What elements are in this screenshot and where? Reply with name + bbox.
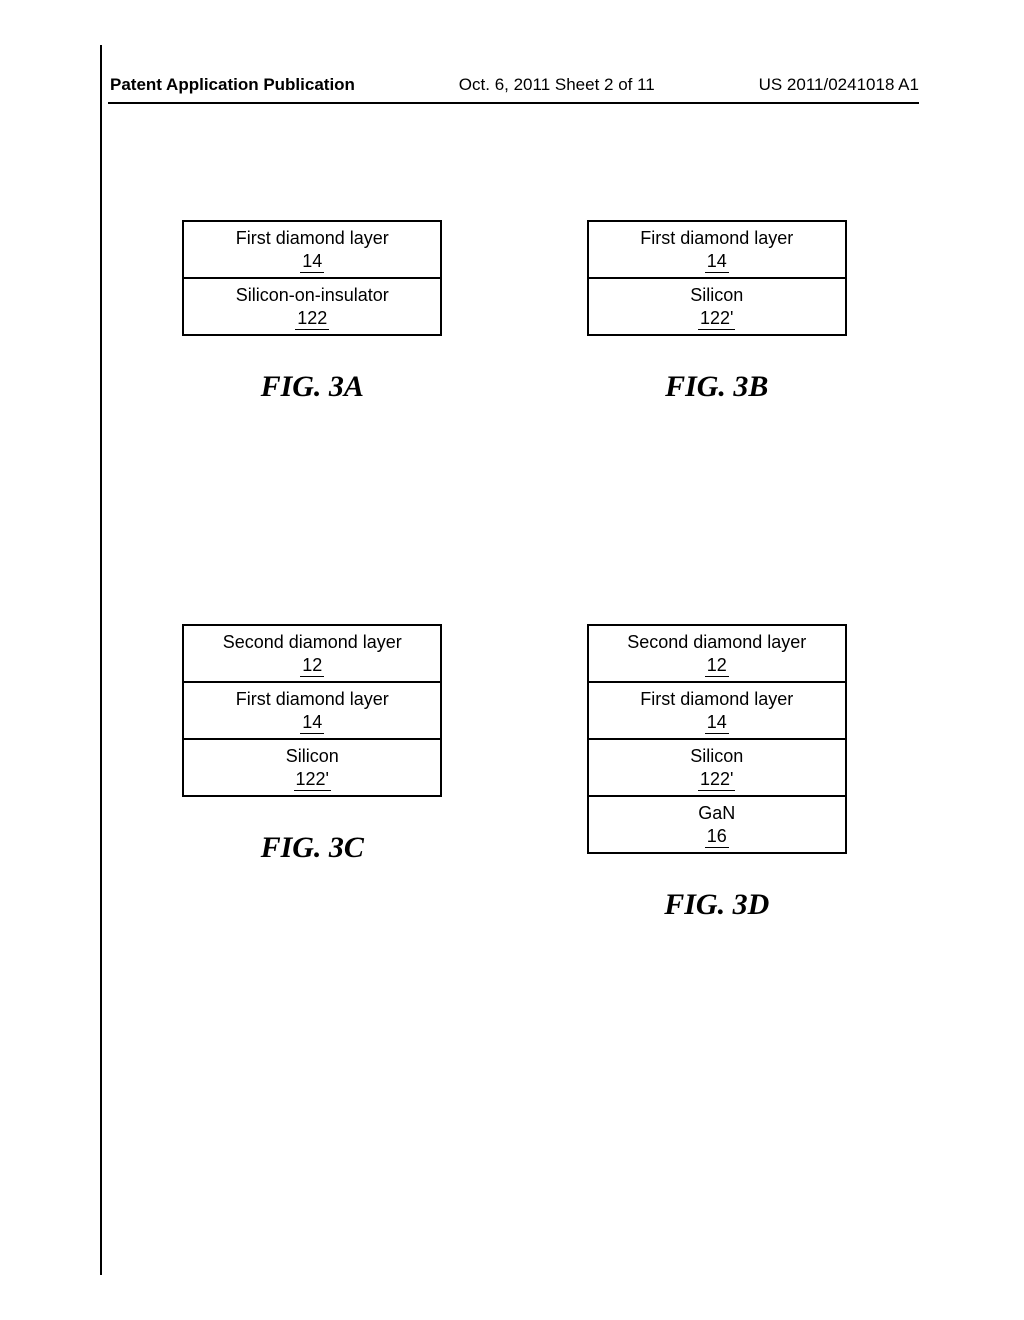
layer-label: GaN: [698, 803, 735, 823]
layer-ref: 12: [705, 654, 729, 678]
layer-ref: 122': [698, 768, 735, 792]
figure-3c: Second diamond layer 12 First diamond la…: [182, 624, 442, 865]
layer-ref: 122: [295, 307, 329, 331]
fig3d-layer-0: Second diamond layer 12: [589, 626, 845, 683]
fig3b-layer-0: First diamond layer 14: [589, 222, 845, 279]
layer-label: Silicon: [286, 746, 339, 766]
fig3d-layer-2: Silicon 122': [589, 740, 845, 797]
layer-label: Second diamond layer: [627, 632, 806, 652]
header-divider: [108, 102, 919, 104]
figure-3d: Second diamond layer 12 First diamond la…: [587, 624, 847, 922]
fig3c-layer-0: Second diamond layer 12: [184, 626, 440, 683]
layer-label: First diamond layer: [640, 689, 793, 709]
layer-ref: 12: [300, 654, 324, 678]
layer-label: First diamond layer: [640, 228, 793, 248]
fig3d-layer-3: GaN 16: [589, 797, 845, 852]
fig3a-caption: FIG. 3A: [261, 370, 364, 404]
figure-row-2: Second diamond layer 12 First diamond la…: [110, 624, 919, 922]
header-left: Patent Application Publication: [110, 75, 355, 95]
layer-label: Second diamond layer: [223, 632, 402, 652]
layer-ref: 16: [705, 825, 729, 849]
fig3b-caption: FIG. 3B: [665, 370, 768, 404]
layer-label: Silicon-on-insulator: [236, 285, 389, 305]
header-mid: Oct. 6, 2011 Sheet 2 of 11: [459, 75, 655, 95]
fig3c-layer-1: First diamond layer 14: [184, 683, 440, 740]
layer-ref: 14: [705, 711, 729, 735]
layer-ref: 14: [300, 711, 324, 735]
fig3a-layer-1: Silicon-on-insulator 122: [184, 279, 440, 334]
fig3d-caption: FIG. 3D: [664, 888, 769, 922]
page-left-border: [100, 45, 108, 1275]
header-right: US 2011/0241018 A1: [759, 75, 919, 95]
layer-label: First diamond layer: [236, 689, 389, 709]
fig3d-layer-stack: Second diamond layer 12 First diamond la…: [587, 624, 847, 854]
page-header: Patent Application Publication Oct. 6, 2…: [110, 75, 919, 95]
fig3a-layer-0: First diamond layer 14: [184, 222, 440, 279]
layer-ref: 122': [698, 307, 735, 331]
layer-ref: 14: [705, 250, 729, 274]
layer-ref: 14: [300, 250, 324, 274]
fig3c-layer-stack: Second diamond layer 12 First diamond la…: [182, 624, 442, 797]
figure-row-1: First diamond layer 14 Silicon-on-insula…: [110, 220, 919, 404]
layer-label: Silicon: [690, 746, 743, 766]
fig3c-layer-2: Silicon 122': [184, 740, 440, 795]
fig3b-layer-stack: First diamond layer 14 Silicon 122': [587, 220, 847, 336]
fig3b-layer-1: Silicon 122': [589, 279, 845, 334]
figures-area: First diamond layer 14 Silicon-on-insula…: [110, 220, 919, 922]
layer-ref: 122': [294, 768, 331, 792]
fig3c-caption: FIG. 3C: [261, 831, 364, 865]
layer-label: First diamond layer: [236, 228, 389, 248]
fig3a-layer-stack: First diamond layer 14 Silicon-on-insula…: [182, 220, 442, 336]
figure-3a: First diamond layer 14 Silicon-on-insula…: [182, 220, 442, 404]
layer-label: Silicon: [690, 285, 743, 305]
figure-3b: First diamond layer 14 Silicon 122' FIG.…: [587, 220, 847, 404]
fig3d-layer-1: First diamond layer 14: [589, 683, 845, 740]
